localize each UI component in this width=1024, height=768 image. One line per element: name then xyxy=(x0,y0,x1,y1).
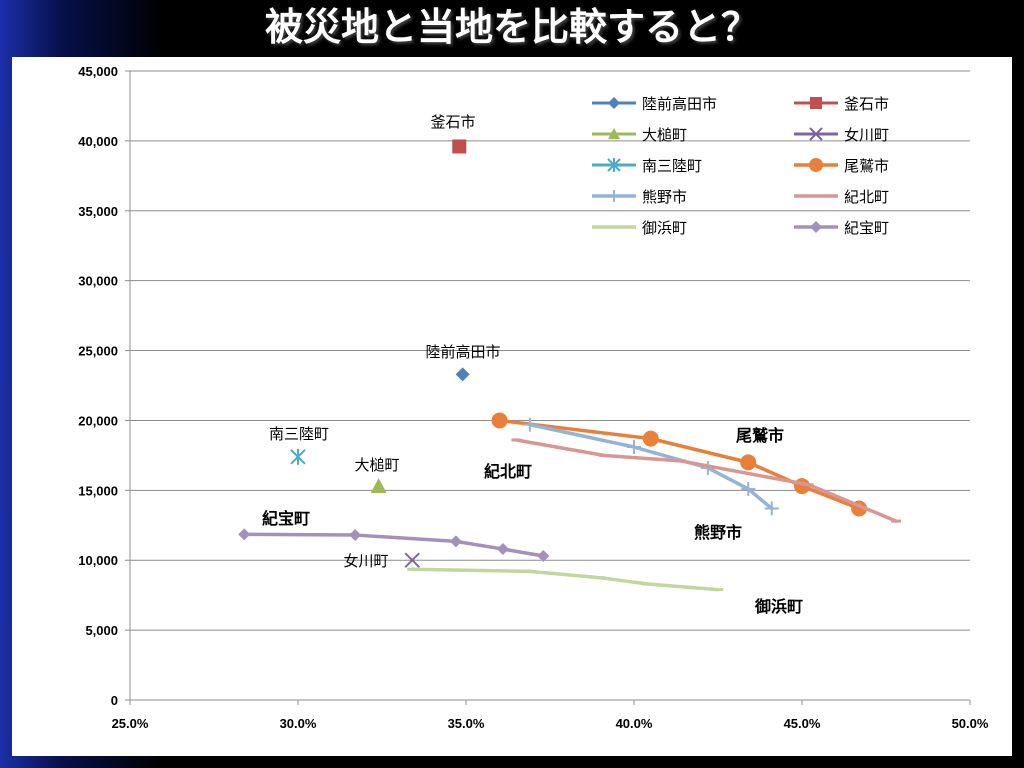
series-line xyxy=(242,532,546,558)
legend-item: 紀宝町 xyxy=(794,219,889,237)
series-6 xyxy=(491,412,868,517)
y-tick-label: 25,000 xyxy=(78,344,118,359)
legend-label: 尾鷲市 xyxy=(844,157,889,175)
data-point xyxy=(290,448,306,465)
annotation-label: 紀宝町 xyxy=(262,509,310,528)
series-line xyxy=(410,567,720,592)
series-line xyxy=(497,418,861,511)
series-2 xyxy=(452,139,467,154)
legend-item: 陸前高田市 xyxy=(592,95,717,113)
legend-item: 大槌町 xyxy=(592,126,687,144)
legend-swatch-marker xyxy=(608,190,620,202)
legend-item: 御浜町 xyxy=(592,219,687,237)
gridlines xyxy=(130,70,970,631)
data-point xyxy=(642,430,659,447)
y-tick-label: 20,000 xyxy=(78,413,118,428)
x-tick-label: 30.0% xyxy=(280,716,317,731)
series-5 xyxy=(290,448,306,465)
data-point xyxy=(764,501,779,516)
data-point xyxy=(349,529,362,542)
legend-swatch-marker xyxy=(608,97,620,109)
legend-label: 釜石市 xyxy=(844,95,889,113)
x-tick-label: 50.0% xyxy=(952,716,989,731)
data-point xyxy=(496,543,509,556)
series-8 xyxy=(511,438,902,523)
data-point xyxy=(452,139,467,154)
annotation-label: 女川町 xyxy=(343,552,388,570)
annotation-label: 南三陸町 xyxy=(269,425,329,443)
data-point xyxy=(537,550,550,563)
legend-item: 尾鷲市 xyxy=(794,157,889,175)
y-tick-label: 45,000 xyxy=(78,64,118,79)
series-9 xyxy=(407,567,723,592)
x-tick-label: 35.0% xyxy=(448,716,485,731)
legend-item: 熊野市 xyxy=(592,188,687,206)
annotation-label: 大槌町 xyxy=(354,456,399,474)
data-point xyxy=(491,412,508,429)
data-point xyxy=(449,535,462,548)
annotation-label: 御浜町 xyxy=(754,597,803,616)
data-point xyxy=(522,417,537,432)
legend-label: 紀宝町 xyxy=(844,219,889,237)
y-tick-label: 0 xyxy=(111,693,118,708)
y-tick-label: 10,000 xyxy=(78,553,118,568)
legend-label: 女川町 xyxy=(844,126,889,144)
annotation-label: 釜石市 xyxy=(430,113,475,131)
legend-swatch-marker xyxy=(810,221,822,233)
series-10 xyxy=(238,528,550,563)
legend-swatch-marker xyxy=(608,128,620,140)
y-tick-label: 15,000 xyxy=(78,483,118,498)
legend-swatch-marker xyxy=(809,127,823,141)
legend-label: 大槌町 xyxy=(642,126,687,144)
y-tick-label: 40,000 xyxy=(78,134,118,149)
x-tick-label: 40.0% xyxy=(616,716,653,731)
legend-item: 南三陸町 xyxy=(592,157,702,175)
chart-panel: 0 5,000 10,000 15,000 20,000 25,000 30,000 35,0… xyxy=(12,57,1012,756)
legend-label: 陸前高田市 xyxy=(642,95,717,113)
legend-swatch-marker xyxy=(810,97,822,109)
data-point xyxy=(740,454,757,471)
annotation-label: 熊野市 xyxy=(694,523,742,542)
x-tick-label: 45.0% xyxy=(784,716,821,731)
data-point xyxy=(370,478,387,493)
data-point xyxy=(741,481,756,496)
data-point-stroke xyxy=(404,552,420,568)
legend-swatch-marker-stroke xyxy=(809,127,823,141)
annotation-label: 陸前高田市 xyxy=(425,343,500,361)
legend-item: 釜石市 xyxy=(794,95,889,113)
annotation-label: 紀北町 xyxy=(484,462,532,481)
series-4 xyxy=(404,552,420,568)
series-3 xyxy=(370,478,387,493)
legend-label: 南三陸町 xyxy=(642,157,702,175)
scatter-chart: 0 5,000 10,000 15,000 20,000 25,000 30,000 35,0… xyxy=(78,64,989,731)
data-point xyxy=(238,528,251,541)
series-layer xyxy=(238,139,902,592)
data-point xyxy=(455,367,470,382)
legend-label: 紀北町 xyxy=(844,188,889,206)
axes: 0 5,000 10,000 15,000 20,000 25,000 30,000 35,0… xyxy=(78,64,989,731)
x-tick-label: 25.0% xyxy=(112,716,149,731)
legend-item: 紀北町 xyxy=(794,188,889,206)
data-point xyxy=(404,552,420,568)
legend-item: 女川町 xyxy=(794,126,889,144)
y-tick-label: 5,000 xyxy=(85,623,118,638)
annotation-label: 尾鷲市 xyxy=(736,426,784,445)
series-1 xyxy=(455,367,470,382)
y-tick-label: 30,000 xyxy=(78,274,118,289)
legend-swatch-marker xyxy=(607,158,621,172)
legend-label: 御浜町 xyxy=(642,219,687,237)
legend-swatch-marker xyxy=(809,158,823,172)
legend-label: 熊野市 xyxy=(642,188,687,206)
data-point xyxy=(627,440,641,455)
slide-title: 被災地と当地を比較すると？ xyxy=(264,5,759,49)
y-tick-label: 35,000 xyxy=(78,204,118,219)
